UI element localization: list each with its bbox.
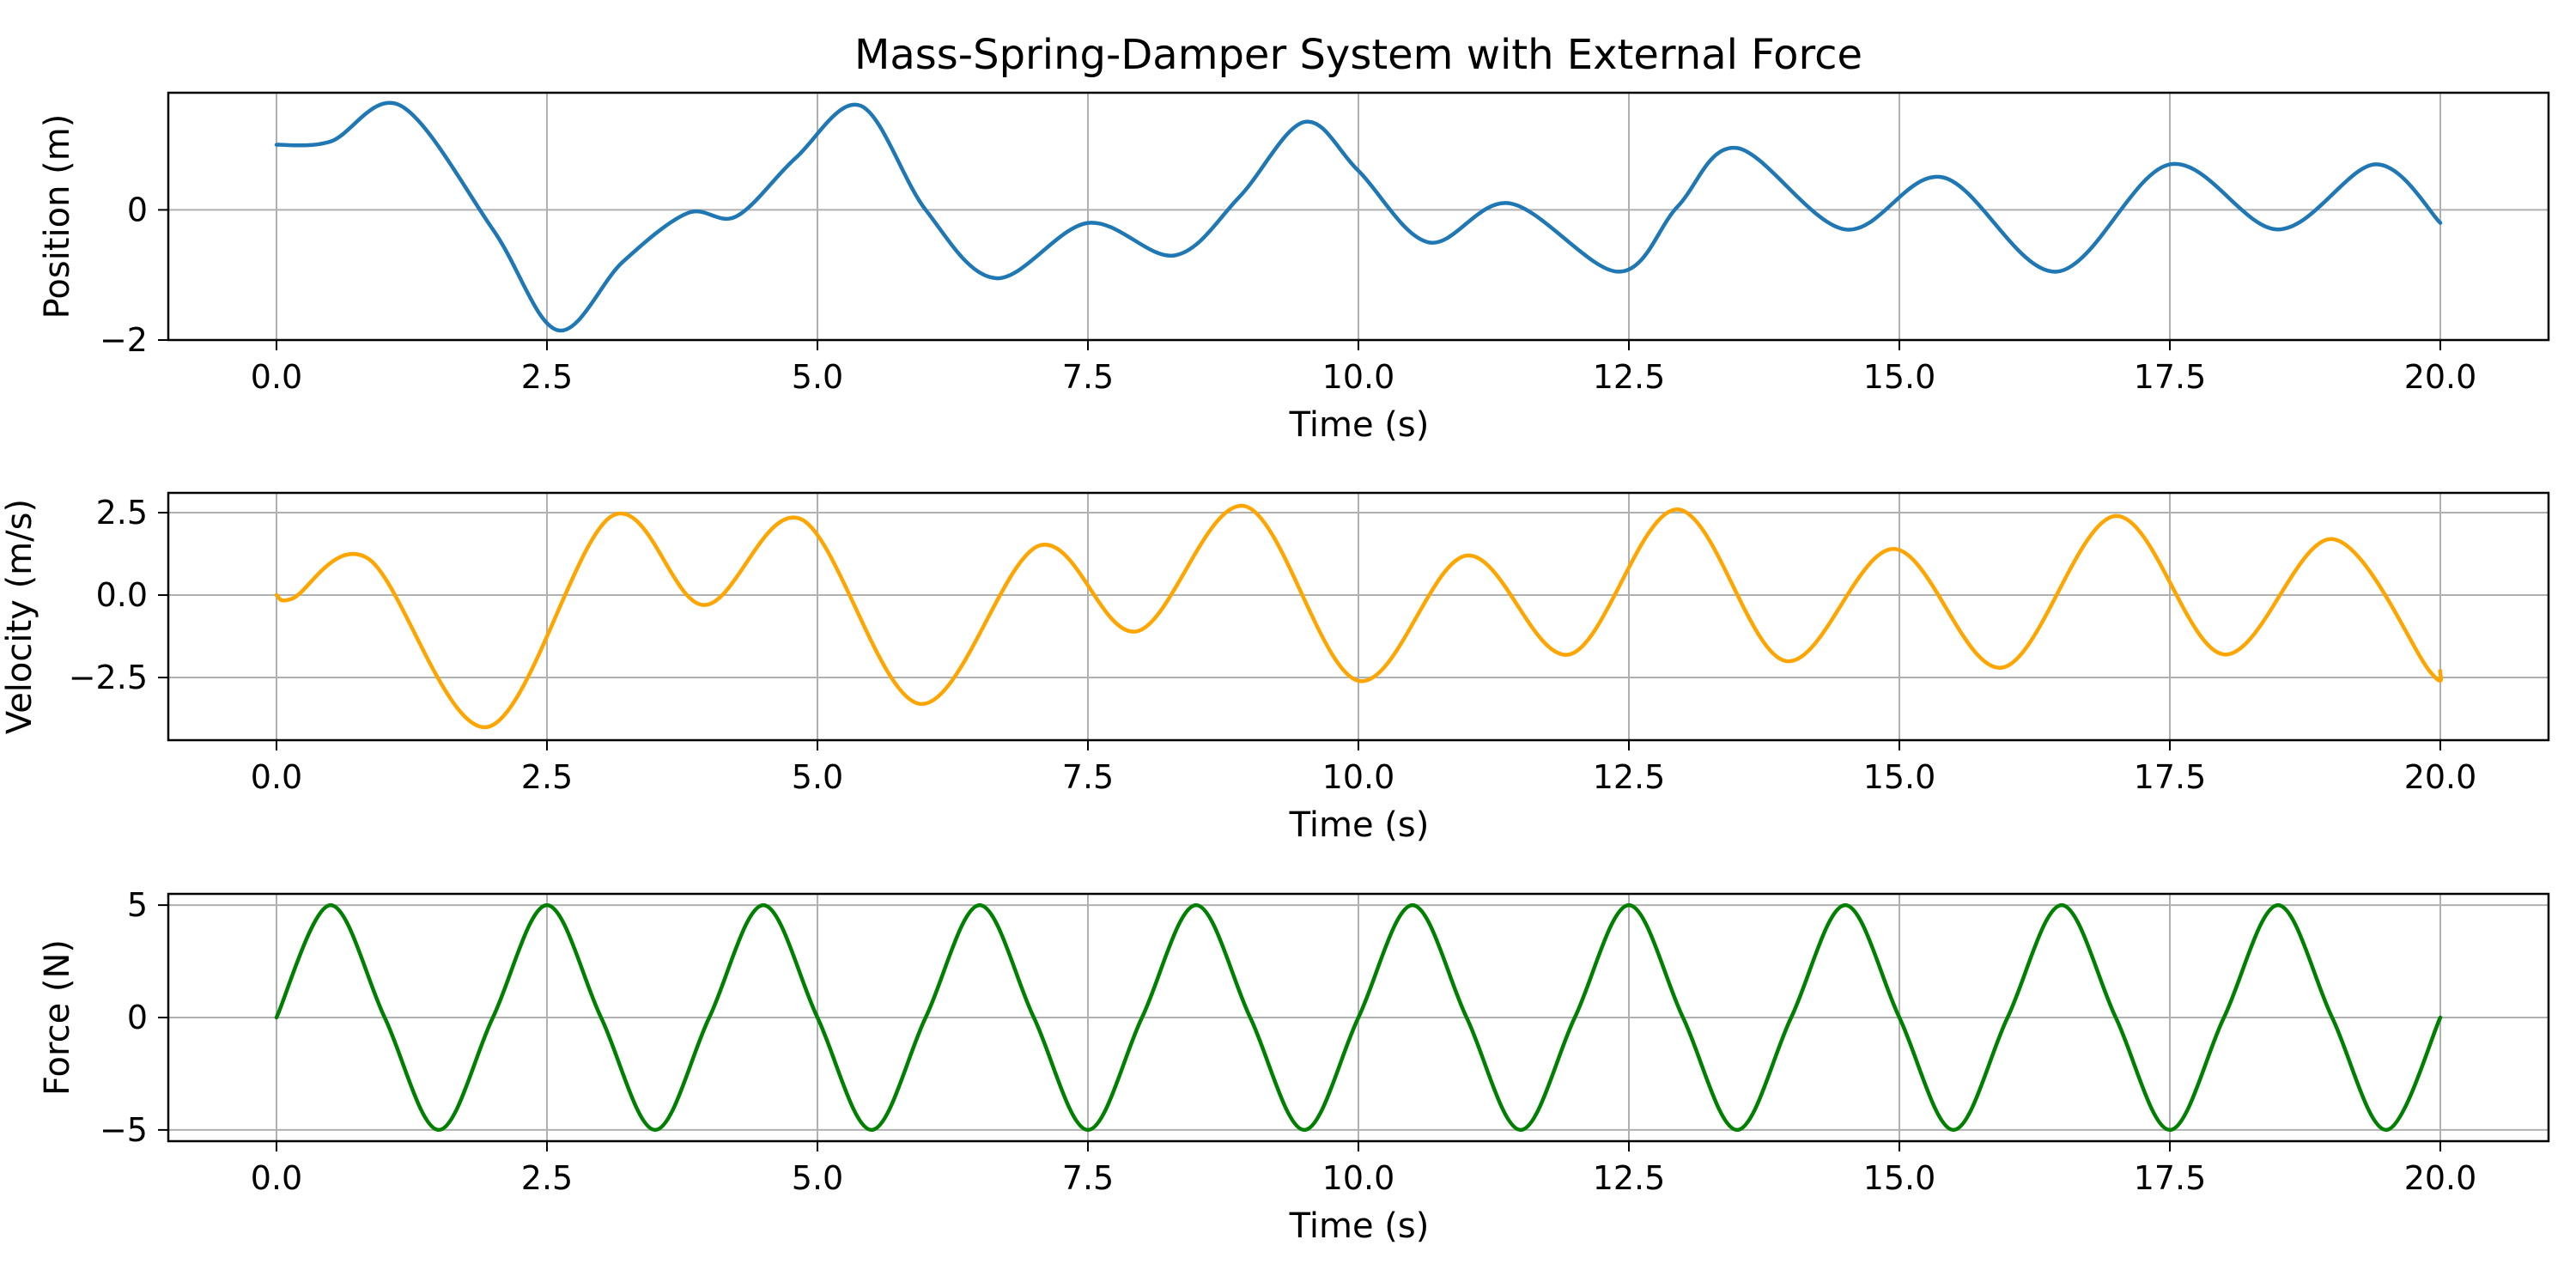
- position-xtick-label: 20.0: [2404, 358, 2477, 396]
- velocity-xaxis-label: Time (s): [1289, 805, 1430, 845]
- velocity-xtick-label: 15.0: [1863, 758, 1936, 796]
- velocity-yaxis-label: Velocity (m/s): [0, 499, 39, 734]
- force-xtick-label: 12.5: [1593, 1159, 1666, 1197]
- force-xtick-label: 17.5: [2134, 1159, 2207, 1197]
- force-subplot: 0.0 2.5 5.0 7.5 10.0 12.5 15.0 17.5 20.0 −5 0 5 Time…: [38, 886, 2550, 1246]
- velocity-xtick-label: 20.0: [2404, 758, 2477, 796]
- force-xtick-label: 5.0: [792, 1159, 843, 1197]
- position-xtick-label: 12.5: [1593, 358, 1666, 396]
- position-xtick-label: 10.0: [1322, 358, 1395, 396]
- velocity-ytick-label: 0.0: [96, 576, 148, 614]
- velocity-xtick-label: 2.5: [521, 758, 573, 796]
- position-xtick-label: 0.0: [251, 358, 302, 396]
- position-subplot: 0.0 2.5 5.0 7.5 10.0 12.5 15.0 17.5 20.0 −2 0 Time …: [38, 91, 2550, 445]
- force-yaxis-label: Force (N): [38, 939, 77, 1096]
- force-ytick-label: 0: [127, 999, 148, 1036]
- position-series-line: [274, 100, 2443, 333]
- force-xtick-label: 0.0: [251, 1159, 302, 1197]
- velocity-xtick-label: 17.5: [2134, 758, 2207, 796]
- position-xtick-label: 7.5: [1062, 358, 1114, 396]
- position-ytick-label: 0: [127, 191, 148, 228]
- velocity-xtick-label: 0.0: [251, 758, 302, 796]
- position-xtick-label: 5.0: [792, 358, 843, 396]
- force-series-line: [274, 902, 2443, 1133]
- velocity-xtick-label: 12.5: [1593, 758, 1666, 796]
- velocity-xtick-label: 5.0: [792, 758, 843, 796]
- force-ytick-label: −5: [100, 1111, 148, 1149]
- position-xtick-label: 15.0: [1863, 358, 1936, 396]
- force-xtick-label: 20.0: [2404, 1159, 2477, 1197]
- velocity-xtick-label: 10.0: [1322, 758, 1395, 796]
- force-xtick-label: 7.5: [1062, 1159, 1114, 1197]
- position-xtick-label: 17.5: [2134, 358, 2207, 396]
- force-xtick-label: 2.5: [521, 1159, 573, 1197]
- force-xtick-label: 15.0: [1863, 1159, 1936, 1197]
- position-xaxis-label: Time (s): [1289, 405, 1430, 445]
- velocity-xtick-label: 7.5: [1062, 758, 1114, 796]
- velocity-series-line: [274, 504, 2444, 729]
- position-yaxis-label: Position (m): [38, 114, 77, 319]
- force-ytick-label: 5: [127, 886, 148, 924]
- position-xtick-label: 2.5: [521, 358, 573, 396]
- chart-title: Mass-Spring-Damper System with External …: [854, 31, 1862, 79]
- velocity-ytick-label: 2.5: [96, 494, 148, 532]
- velocity-subplot: 0.0 2.5 5.0 7.5 10.0 12.5 15.0 17.5 20.0 −2.5 0.0 2…: [0, 491, 2550, 845]
- velocity-ytick-label: −2.5: [69, 659, 148, 696]
- force-xaxis-label: Time (s): [1289, 1206, 1430, 1246]
- position-ytick-label: −2: [100, 321, 148, 359]
- force-xtick-label: 10.0: [1322, 1159, 1395, 1197]
